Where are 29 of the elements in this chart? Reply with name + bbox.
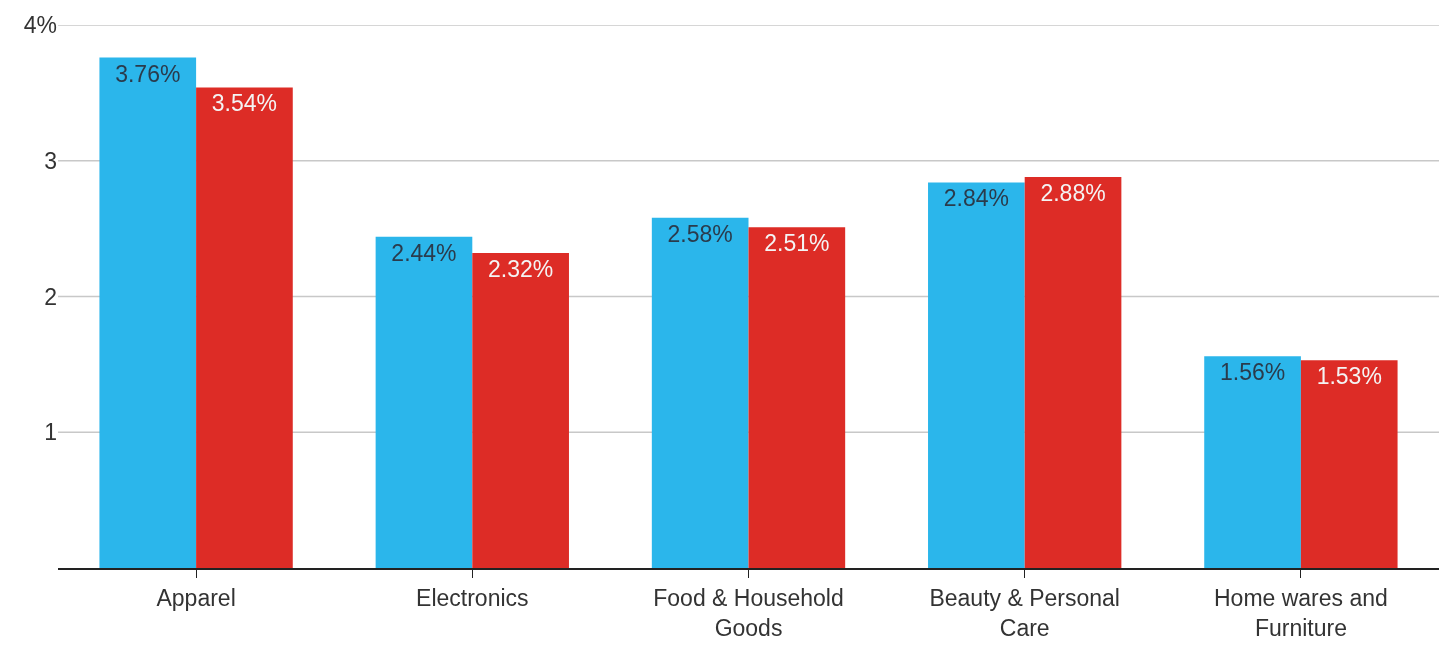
x-tick-label: Home wares and Furniture <box>1213 584 1388 641</box>
data-label: 2.44% <box>391 239 457 266</box>
y-tick-label: 3 <box>44 147 57 174</box>
x-tick-label: Electronics <box>416 584 529 611</box>
bar <box>748 227 846 568</box>
y-tick-label: 4% <box>23 12 57 39</box>
x-tick-label: Apparel <box>156 584 236 611</box>
bar <box>99 57 197 568</box>
bar <box>1300 360 1398 568</box>
data-label: 2.58% <box>667 220 733 247</box>
data-label: 3.76% <box>115 60 181 87</box>
bar <box>375 236 473 568</box>
y-tick-label: 1 <box>44 419 57 446</box>
data-label: 1.56% <box>1219 359 1286 386</box>
x-tick-label: Beauty & Personal Care <box>929 584 1120 641</box>
data-label: 2.51% <box>764 230 830 257</box>
data-label: 2.88% <box>1040 180 1106 207</box>
bar <box>1204 356 1301 568</box>
y-tick-label: 2 <box>44 283 57 310</box>
data-label: 2.84% <box>943 185 1009 212</box>
bar <box>472 253 569 568</box>
data-label: 2.32% <box>488 256 554 283</box>
data-label: 1.53% <box>1316 363 1382 390</box>
x-tick-label: Food & Household Goods <box>653 584 844 641</box>
bar <box>651 217 749 568</box>
bar <box>196 87 293 568</box>
data-label: 3.54% <box>211 90 278 117</box>
bar <box>1024 177 1122 568</box>
bar <box>928 182 1025 568</box>
